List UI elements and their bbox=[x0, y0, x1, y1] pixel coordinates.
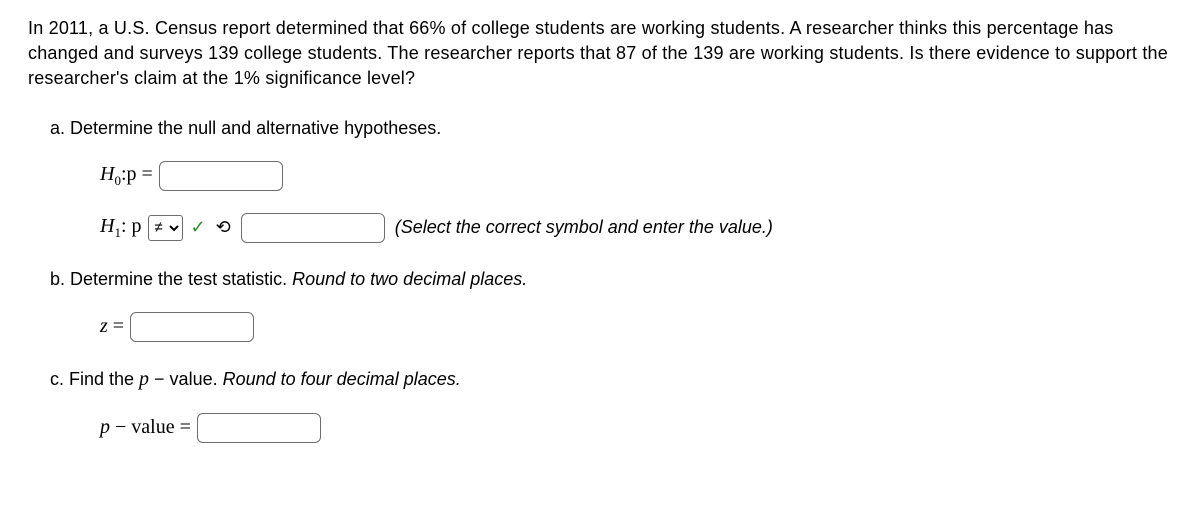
part-c-label-italic: Round to four decimal places. bbox=[223, 369, 461, 389]
part-c: c. Find the p − value. Round to four dec… bbox=[50, 368, 1172, 443]
pvalue-label: p − value = bbox=[100, 416, 191, 439]
check-icon: ✓ bbox=[191, 217, 206, 238]
h1-row: H1: p ≠ < > ✓ ⟲ (Select the correct symb… bbox=[100, 213, 1172, 243]
h1-symbol: H1: p bbox=[100, 215, 142, 241]
pvalue-input[interactable] bbox=[197, 413, 321, 443]
part-c-label-prefix: c. Find the bbox=[50, 369, 139, 389]
z-symbol: z = bbox=[100, 315, 124, 338]
h1-symbol-select[interactable]: ≠ < > bbox=[148, 215, 183, 241]
pvalue-row: p − value = bbox=[100, 413, 1172, 443]
h1-hint: (Select the correct symbol and enter the… bbox=[395, 217, 773, 238]
part-b: b. Determine the test statistic. Round t… bbox=[50, 269, 1172, 342]
part-b-label-prefix: b. Determine the test statistic. bbox=[50, 269, 292, 289]
z-value-input[interactable] bbox=[130, 312, 254, 342]
h0-symbol: H0:p = bbox=[100, 163, 153, 189]
h0-value-input[interactable] bbox=[159, 161, 283, 191]
part-a-label: a. Determine the null and alternative hy… bbox=[50, 118, 441, 138]
z-row: z = bbox=[100, 312, 1172, 342]
p-italic-1: p bbox=[139, 368, 149, 390]
retry-icon[interactable]: ⟲ bbox=[216, 217, 231, 238]
part-b-label-italic: Round to two decimal places. bbox=[292, 269, 527, 289]
problem-statement: In 2011, a U.S. Census report determined… bbox=[28, 16, 1172, 92]
part-a: a. Determine the null and alternative hy… bbox=[50, 118, 1172, 243]
h1-value-input[interactable] bbox=[241, 213, 385, 243]
h0-row: H0:p = bbox=[100, 161, 1172, 191]
part-c-label-mid: − value. bbox=[149, 369, 223, 389]
